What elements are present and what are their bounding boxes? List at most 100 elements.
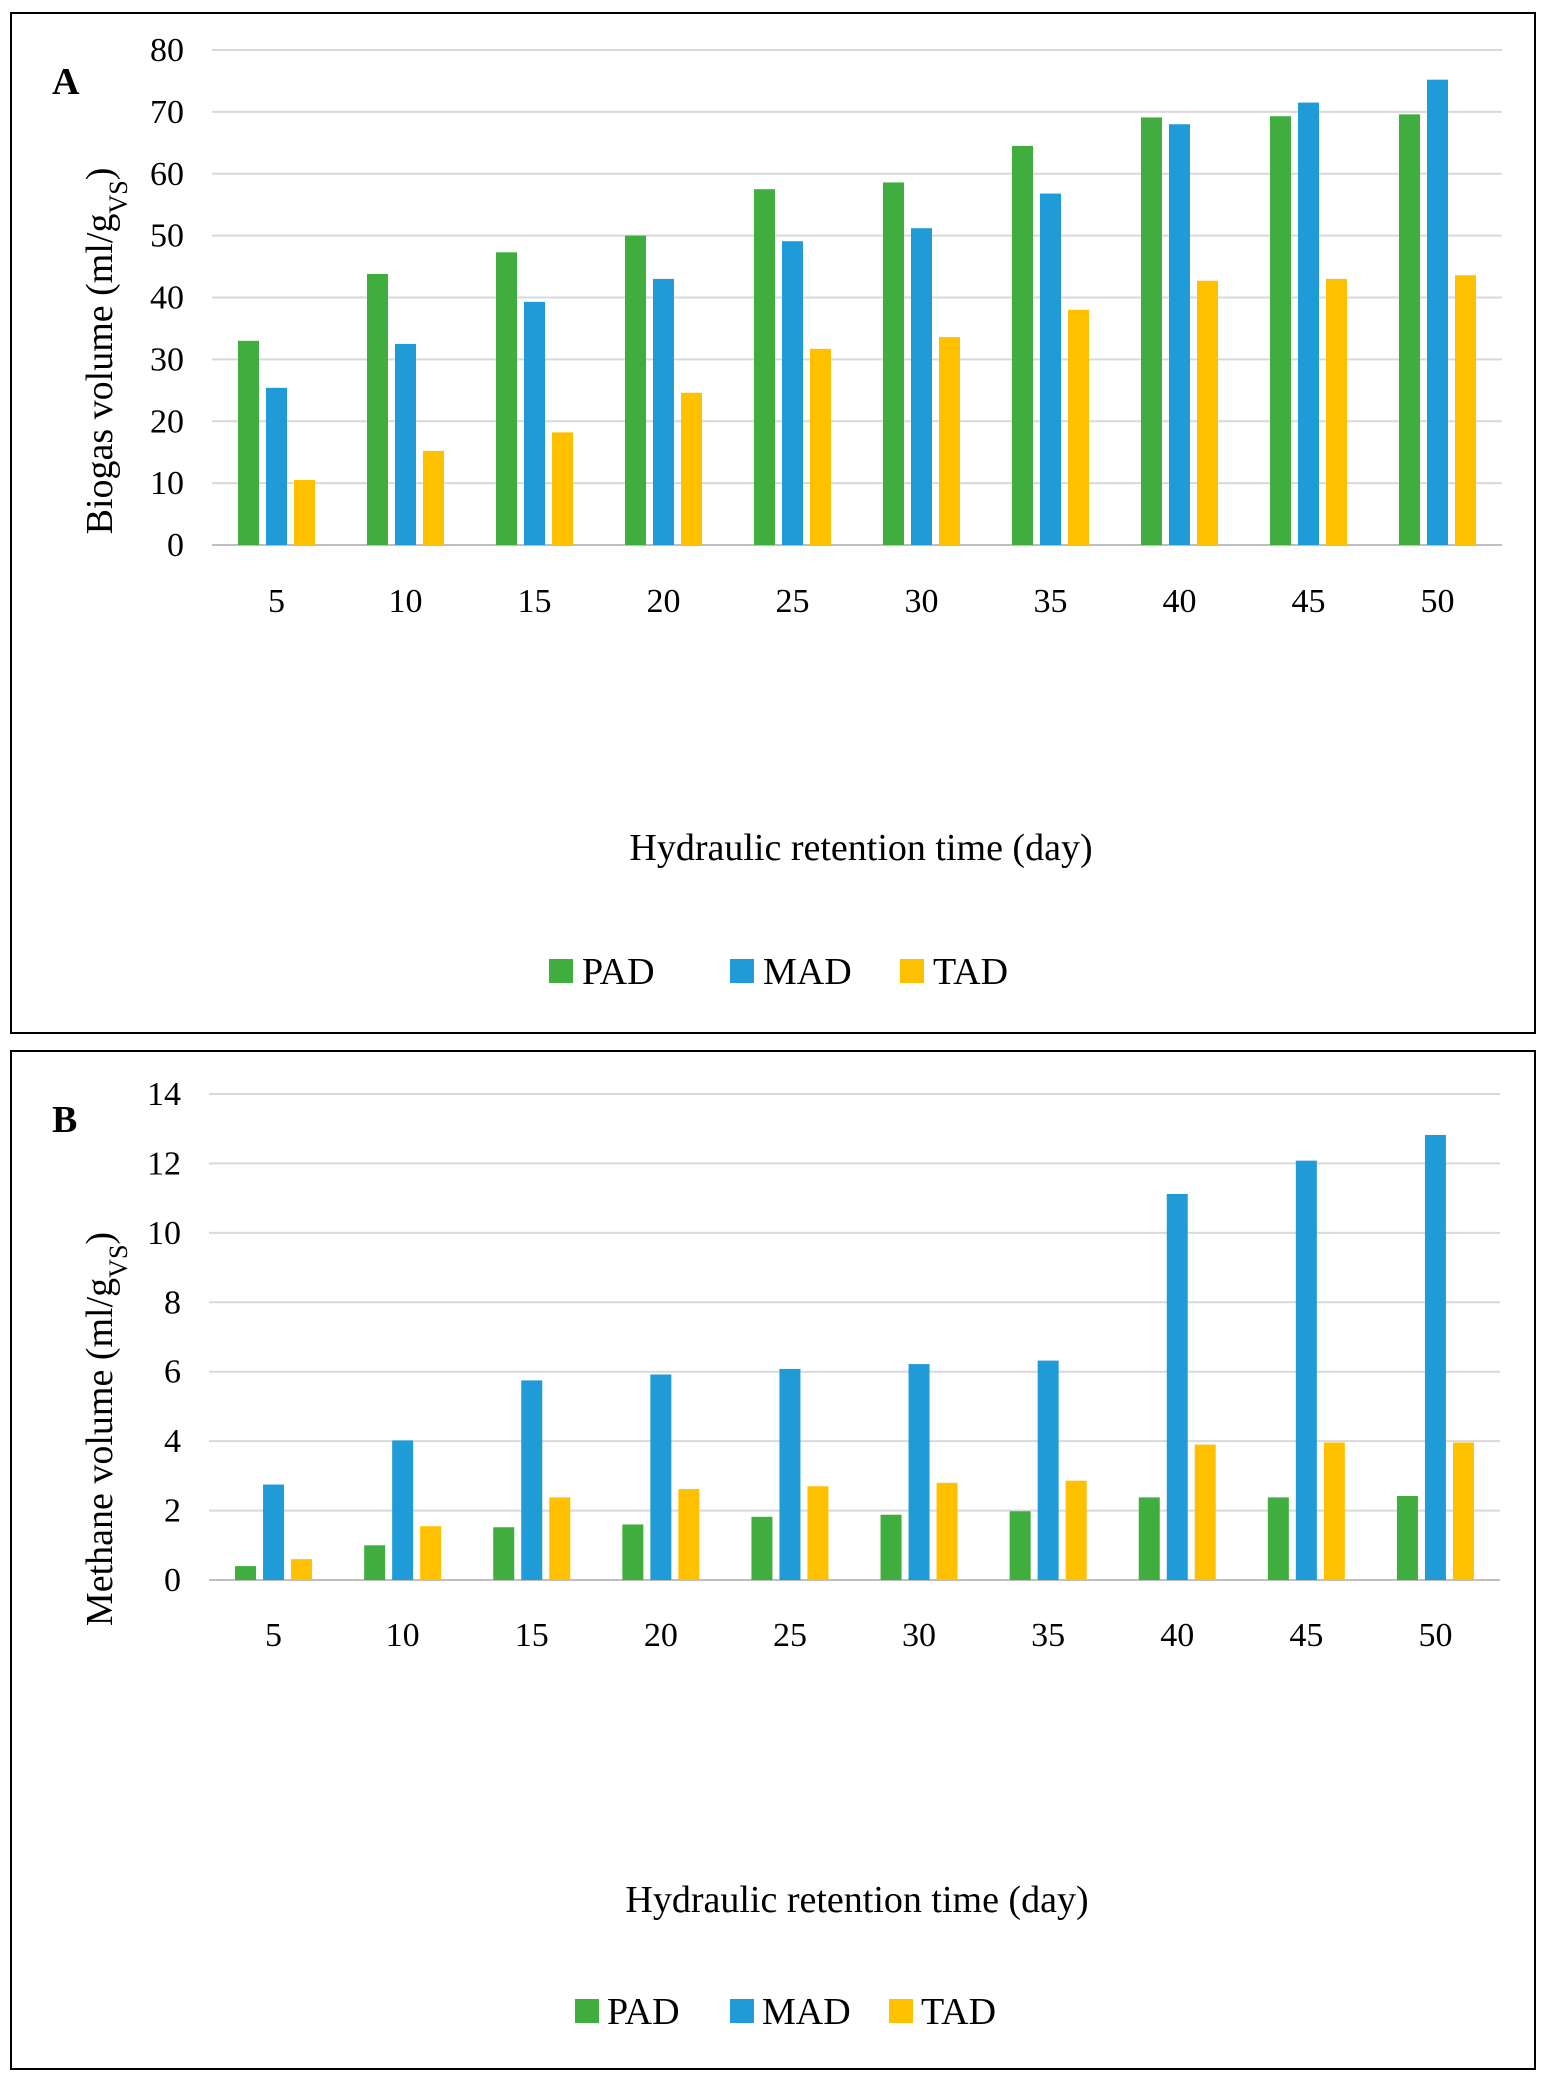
bar-tad-50 xyxy=(1452,1442,1474,1580)
legend-label-pad: PAD xyxy=(582,951,655,993)
legend-swatch-pad xyxy=(575,1999,599,2023)
legend-swatch-tad xyxy=(900,959,924,983)
bar-tad-40 xyxy=(1194,1444,1216,1580)
x-tick-label: 25 xyxy=(776,583,810,620)
bars xyxy=(238,79,1476,546)
panel-label-b: B xyxy=(52,1099,77,1141)
y-tick-label: 0 xyxy=(164,1562,181,1599)
y-axis-title-subscript: VS xyxy=(104,180,133,213)
x-tick-label: 40 xyxy=(1163,583,1197,620)
bar-mad-5 xyxy=(263,1484,285,1580)
bar-tad-30 xyxy=(939,337,960,545)
y-tick-label: 14 xyxy=(147,1076,181,1113)
bar-mad-25 xyxy=(782,241,803,545)
bar-mad-40 xyxy=(1169,124,1190,545)
bar-pad-30 xyxy=(883,182,904,545)
bar-pad-45 xyxy=(1270,116,1291,546)
y-tick-label: 8 xyxy=(164,1284,181,1321)
bar-mad-45 xyxy=(1298,102,1319,545)
x-tick-label: 15 xyxy=(518,583,552,620)
bar-pad-20 xyxy=(622,1524,644,1580)
legend: PAD MAD TAD xyxy=(575,1991,996,2033)
bar-mad-50 xyxy=(1424,1134,1446,1580)
y-axis-title-subscript: VS xyxy=(104,1245,133,1278)
y-tick-label: 50 xyxy=(150,218,184,255)
bar-mad-35 xyxy=(1040,193,1061,546)
bar-tad-15 xyxy=(549,1497,571,1580)
x-tick-labels: 5 10 15 20 25 30 35 40 45 50 xyxy=(265,1617,1452,1654)
y-tick-label: 40 xyxy=(150,280,184,317)
bar-pad-40 xyxy=(1138,1497,1160,1580)
bar-tad-15 xyxy=(552,432,573,545)
bar-mad-30 xyxy=(908,1364,930,1580)
bar-tad-25 xyxy=(807,1486,829,1580)
y-tick-label: 70 xyxy=(150,94,184,131)
bar-tad-35 xyxy=(1068,309,1089,545)
y-axis-title: Biogas volume (ml/gVS) xyxy=(79,168,133,535)
bar-mad-20 xyxy=(650,1374,672,1580)
legend-swatch-tad xyxy=(889,1999,913,2023)
bar-pad-10 xyxy=(364,1545,386,1580)
bar-pad-30 xyxy=(880,1514,902,1580)
bar-pad-20 xyxy=(625,235,646,545)
bar-tad-5 xyxy=(291,1559,313,1580)
bar-pad-45 xyxy=(1267,1497,1289,1580)
bar-tad-35 xyxy=(1065,1480,1087,1580)
bar-mad-45 xyxy=(1295,1160,1317,1580)
y-tick-labels: 0 10 20 30 40 50 60 70 80 xyxy=(150,32,184,564)
bar-mad-50 xyxy=(1427,79,1448,545)
y-tick-label: 4 xyxy=(164,1423,181,1460)
x-axis-title: Hydraulic retention time (day) xyxy=(625,1879,1088,1921)
methane-chart: B 0 2 4 6 8 10 12 14 5 10 15 20 25 30 35 40 45 50 Methan… xyxy=(52,1076,1500,2033)
legend-label-tad: TAD xyxy=(921,1991,996,2033)
x-tick-label: 35 xyxy=(1031,1617,1065,1654)
x-tick-label: 50 xyxy=(1421,583,1455,620)
legend-swatch-pad xyxy=(549,959,573,983)
bar-mad-20 xyxy=(653,278,674,545)
bar-tad-25 xyxy=(810,348,831,545)
y-tick-label: 6 xyxy=(164,1354,181,1391)
bar-mad-25 xyxy=(779,1368,801,1580)
y-axis-title-close: ) xyxy=(79,1232,121,1245)
bar-pad-40 xyxy=(1141,117,1162,545)
bar-mad-40 xyxy=(1166,1193,1188,1580)
panel-label-a: A xyxy=(52,61,80,103)
x-tick-label: 10 xyxy=(389,583,423,620)
bar-mad-10 xyxy=(395,343,416,545)
bar-mad-35 xyxy=(1037,1360,1059,1580)
x-tick-label: 5 xyxy=(265,1617,282,1654)
bar-tad-10 xyxy=(423,450,444,545)
y-axis-title-close: ) xyxy=(79,168,121,181)
bar-pad-35 xyxy=(1009,1511,1031,1580)
bar-tad-50 xyxy=(1455,275,1476,545)
x-tick-label: 30 xyxy=(905,583,939,620)
x-tick-labels: 5 10 15 20 25 30 35 40 45 50 xyxy=(268,583,1455,620)
bar-tad-20 xyxy=(681,392,702,545)
chart-panel-b: B 0 2 4 6 8 10 12 14 5 10 15 20 25 30 35 40 45 50 Methan… xyxy=(10,1050,1536,2070)
x-tick-label: 10 xyxy=(386,1617,420,1654)
x-tick-label: 35 xyxy=(1034,583,1068,620)
bar-pad-15 xyxy=(493,1527,515,1580)
x-tick-label: 15 xyxy=(515,1617,549,1654)
bar-pad-50 xyxy=(1396,1495,1418,1580)
chart-panel-a: A 0 10 20 30 40 50 60 70 80 5 10 15 20 25 30 35 40 45 50 … xyxy=(10,12,1536,1034)
legend-swatch-mad xyxy=(730,959,754,983)
bar-tad-45 xyxy=(1326,278,1347,545)
y-tick-label: 12 xyxy=(147,1145,181,1182)
bar-pad-25 xyxy=(754,189,775,545)
bars xyxy=(235,1134,1474,1580)
x-tick-label: 30 xyxy=(902,1617,936,1654)
legend-label-mad: MAD xyxy=(762,1991,851,2033)
bar-mad-30 xyxy=(911,228,932,545)
bar-mad-10 xyxy=(392,1440,414,1580)
legend-label-mad: MAD xyxy=(763,951,852,993)
y-tick-label: 10 xyxy=(150,465,184,502)
bar-tad-5 xyxy=(294,480,315,545)
bar-pad-10 xyxy=(367,273,388,545)
y-tick-labels: 0 2 4 6 8 10 12 14 xyxy=(147,1076,181,1599)
bar-mad-15 xyxy=(521,1380,543,1580)
bar-tad-10 xyxy=(420,1526,442,1580)
bar-pad-35 xyxy=(1012,145,1033,545)
x-tick-label: 25 xyxy=(773,1617,807,1654)
